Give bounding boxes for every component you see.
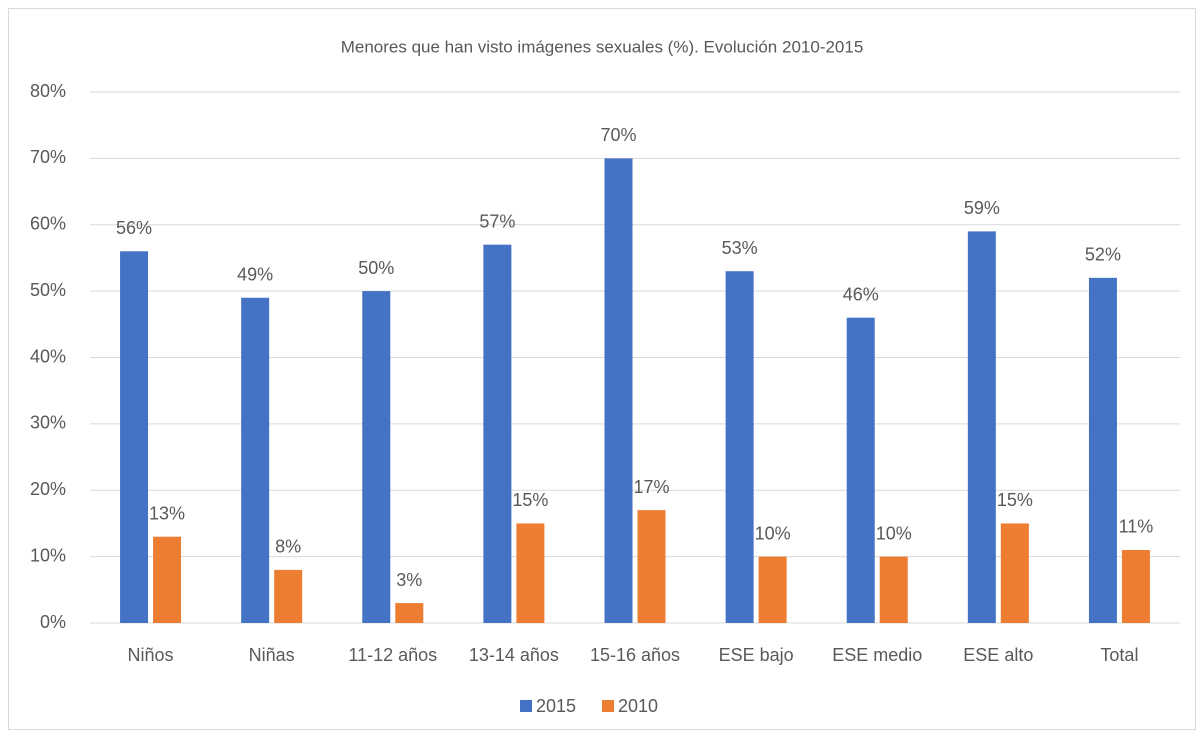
x-tick-label: 13-14 años — [469, 645, 559, 665]
bar — [604, 158, 633, 623]
legend-swatch — [520, 700, 532, 712]
value-label: 3% — [396, 570, 422, 590]
value-label: 17% — [633, 477, 669, 497]
y-tick-label: 20% — [30, 479, 66, 499]
y-tick-label: 0% — [40, 612, 66, 632]
bar — [483, 244, 512, 623]
value-label: 13% — [149, 503, 185, 523]
bar — [241, 297, 270, 623]
x-tick-label: 11-12 años — [348, 645, 437, 665]
legend-label: 2010 — [618, 696, 658, 716]
value-label: 53% — [722, 238, 758, 258]
chart-border — [8, 8, 1196, 730]
x-tick-label: ESE bajo — [719, 645, 794, 665]
legend-label: 2015 — [536, 696, 576, 716]
bar — [1000, 523, 1029, 623]
y-tick-label: 10% — [30, 545, 66, 565]
bar — [758, 556, 787, 623]
bar — [362, 291, 391, 623]
bar — [1088, 277, 1117, 623]
y-tick-label: 80% — [30, 81, 66, 101]
value-label: 59% — [964, 198, 1000, 218]
chart-title: Menores que han visto imágenes sexuales … — [341, 37, 864, 56]
value-label: 52% — [1085, 245, 1121, 265]
value-label: 57% — [479, 211, 515, 231]
bar — [516, 523, 545, 623]
y-tick-label: 40% — [30, 346, 66, 366]
x-tick-label: Niñas — [249, 645, 295, 665]
value-label: 10% — [755, 523, 791, 543]
bar — [274, 569, 303, 623]
bar — [879, 556, 908, 623]
bar — [846, 317, 875, 623]
value-label: 10% — [876, 523, 912, 543]
y-tick-label: 60% — [30, 214, 66, 234]
value-label: 15% — [997, 490, 1033, 510]
y-tick-label: 50% — [30, 280, 66, 300]
bar — [1121, 549, 1150, 623]
value-label: 8% — [275, 537, 301, 557]
x-tick-label: 15-16 años — [590, 645, 680, 665]
value-label: 46% — [843, 284, 879, 304]
bar — [967, 231, 996, 623]
bar — [637, 510, 666, 623]
value-label: 15% — [512, 490, 548, 510]
bar — [153, 536, 182, 623]
x-tick-label: ESE medio — [832, 645, 922, 665]
bar — [725, 271, 754, 623]
x-tick-label: Total — [1100, 645, 1138, 665]
y-tick-label: 30% — [30, 413, 66, 433]
bar — [395, 603, 424, 623]
value-label: 49% — [237, 265, 273, 285]
value-label: 70% — [600, 125, 636, 145]
bar — [120, 251, 149, 624]
value-label: 50% — [358, 258, 394, 278]
y-tick-label: 70% — [30, 147, 66, 167]
legend-swatch — [602, 700, 614, 712]
value-label: 11% — [1119, 517, 1154, 537]
x-tick-label: Niños — [128, 645, 174, 665]
value-label: 56% — [116, 218, 152, 238]
x-tick-label: ESE alto — [963, 645, 1033, 665]
